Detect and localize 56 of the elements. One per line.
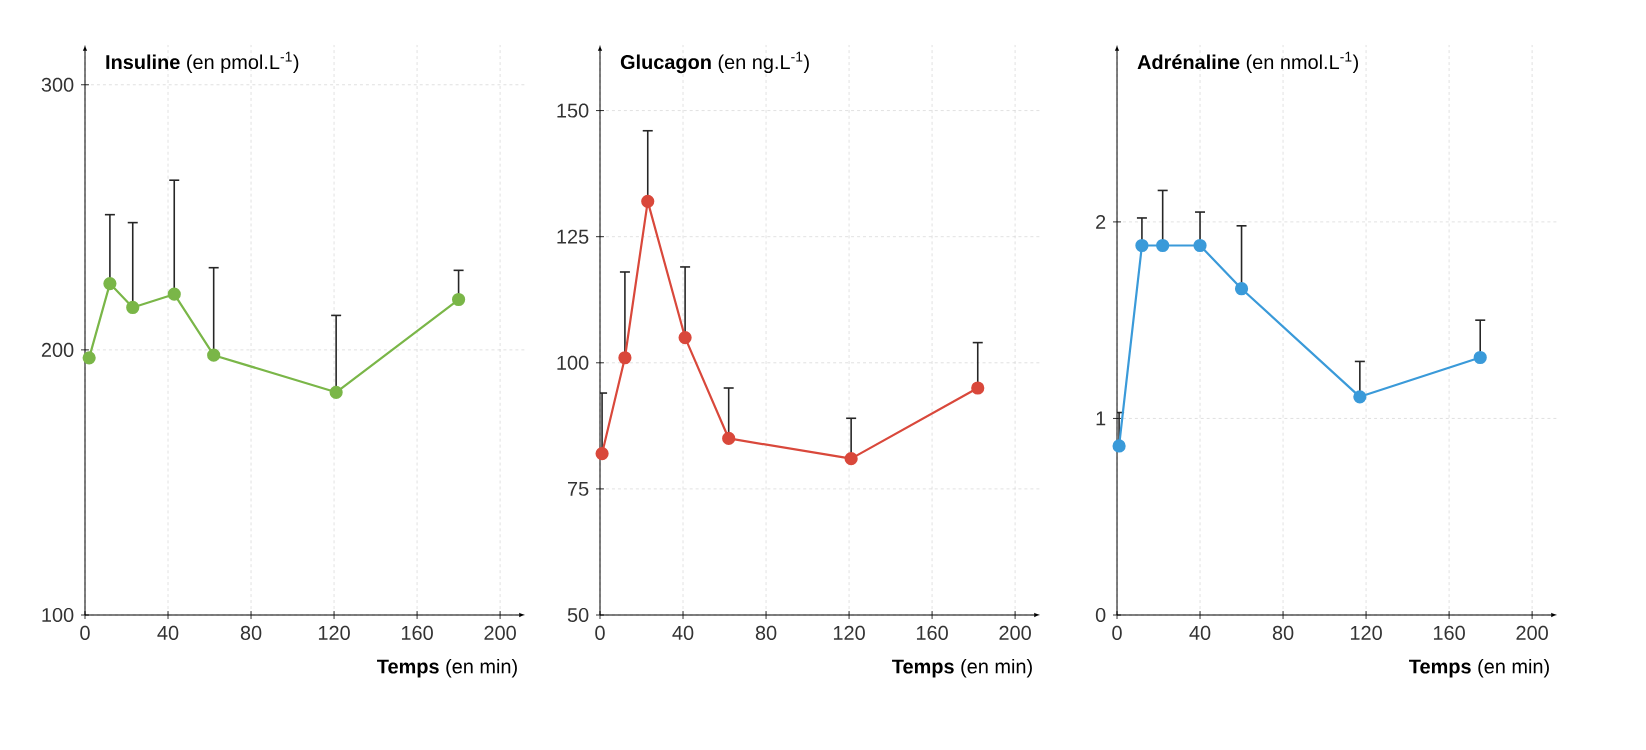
x-tick-label: 160: [1433, 625, 1465, 640]
x-tick-label: 120: [833, 625, 865, 640]
x-axis-title: Temps (en min): [1409, 658, 1549, 678]
point: [1193, 238, 1207, 253]
y-axis-title: Glucagon (en ng.L$^{-1}$): [620, 51, 809, 74]
point: [618, 351, 632, 365]
point: [844, 452, 858, 466]
point: [451, 292, 466, 307]
x-tick-label: 160: [401, 625, 433, 640]
x-tick-label: 40: [672, 625, 694, 640]
point: [641, 194, 655, 208]
point: [1473, 350, 1487, 365]
point: [103, 277, 117, 291]
point: [207, 348, 221, 362]
point: [329, 385, 343, 399]
x-axis-title: Temps (en min): [377, 658, 517, 678]
y-axis-title: Adrénaline (en nmol.L$^{-1}$): [1137, 51, 1359, 74]
x-tick-label: 200: [999, 625, 1031, 640]
x-tick-label: 160: [916, 625, 948, 640]
point: [971, 381, 985, 395]
x-tick-label: 40: [157, 625, 179, 640]
point: [1156, 238, 1170, 253]
x-tick-label: 120: [318, 625, 350, 640]
y-tick-label: 75: [568, 481, 589, 496]
x-tick-label: 80: [240, 625, 262, 640]
x-tick-label: 0: [1112, 625, 1122, 640]
y-axis-title: Insuline (en pmol.L$^{-1}$): [106, 51, 299, 74]
point: [1112, 439, 1126, 453]
x-tick-label: 80: [1272, 625, 1294, 640]
point: [1353, 390, 1367, 404]
point: [1135, 238, 1149, 253]
y-tick-label: 100: [557, 355, 589, 370]
x-tick-label: 200: [484, 625, 516, 640]
x-axis-title: Temps (en min): [892, 658, 1032, 678]
point: [82, 351, 96, 365]
x-tick-label: 40: [1189, 625, 1211, 640]
point: [167, 287, 181, 301]
x-tick-label: 120: [1350, 625, 1382, 640]
y-tick-label: 50: [567, 607, 589, 623]
y-tick-label: 200: [41, 342, 74, 357]
y-tick-label: 150: [557, 103, 589, 118]
y-tick-label: 1: [1096, 411, 1106, 426]
y-tick-label: 125: [557, 229, 589, 244]
point: [678, 330, 692, 345]
x-tick-label: 0: [80, 625, 90, 640]
y-tick-label: 2: [1096, 214, 1106, 229]
x-tick-label: 200: [1516, 625, 1548, 640]
y-tick-label: 300: [41, 77, 74, 92]
point: [1234, 282, 1249, 296]
x-tick-label: 0: [595, 625, 605, 640]
point: [126, 300, 140, 315]
point: [722, 431, 736, 446]
point: [595, 446, 609, 461]
y-tick-label: 100: [42, 607, 74, 623]
y-tick-label: 0: [1095, 607, 1106, 623]
x-tick-label: 80: [755, 625, 777, 640]
